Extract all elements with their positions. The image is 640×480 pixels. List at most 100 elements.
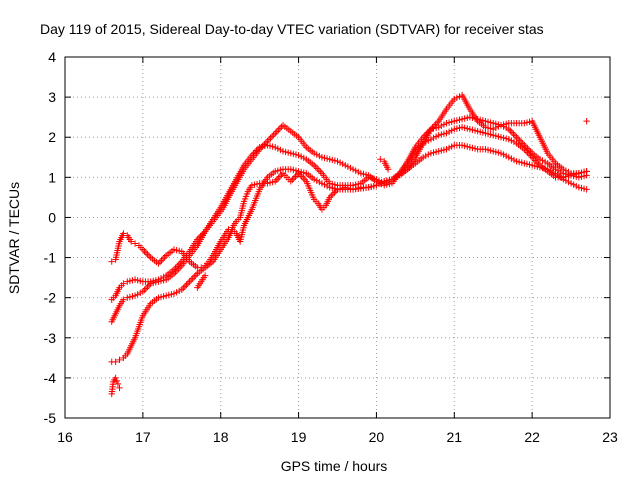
data-point bbox=[525, 150, 533, 158]
x-tick-label: 21 bbox=[446, 429, 462, 445]
data-point bbox=[276, 173, 284, 180]
data-point bbox=[521, 146, 528, 153]
y-tick-label: -5 bbox=[44, 410, 57, 426]
data-point bbox=[276, 125, 284, 132]
data-point bbox=[120, 230, 127, 237]
data-point bbox=[292, 173, 299, 180]
data-point bbox=[161, 253, 168, 261]
data-point bbox=[177, 263, 184, 271]
data-point bbox=[416, 143, 424, 150]
data-point bbox=[432, 121, 439, 128]
data-point bbox=[421, 132, 428, 139]
data-point bbox=[583, 186, 590, 193]
data-point bbox=[331, 189, 338, 196]
x-axis-label: GPS time / hours bbox=[281, 458, 388, 474]
data-point bbox=[513, 134, 520, 141]
data-point bbox=[250, 150, 257, 157]
data-point bbox=[144, 283, 151, 291]
data-point bbox=[508, 129, 516, 136]
data-point bbox=[312, 163, 319, 171]
series-track-f bbox=[194, 272, 209, 291]
data-point bbox=[270, 131, 277, 139]
data-point bbox=[178, 286, 185, 293]
data-point bbox=[201, 272, 209, 279]
data-point bbox=[144, 251, 151, 258]
data-point bbox=[275, 126, 282, 134]
x-tick-label: 19 bbox=[291, 429, 307, 445]
data-point bbox=[275, 174, 282, 182]
data-point bbox=[173, 267, 181, 274]
data-point bbox=[159, 255, 167, 262]
data-point bbox=[112, 374, 119, 382]
data-point bbox=[528, 154, 536, 161]
data-point bbox=[108, 258, 115, 265]
data-point bbox=[156, 258, 164, 266]
data-point bbox=[535, 160, 542, 167]
data-point bbox=[418, 141, 425, 149]
data-point bbox=[532, 157, 539, 164]
data-point bbox=[267, 134, 274, 142]
data-point bbox=[112, 358, 119, 366]
data-point bbox=[301, 176, 308, 183]
data-point bbox=[530, 155, 537, 163]
y-tick-label: 0 bbox=[48, 209, 56, 225]
series-track-e bbox=[108, 374, 123, 398]
data-point bbox=[131, 240, 139, 247]
y-tick-label: 2 bbox=[48, 129, 56, 145]
data-point bbox=[583, 117, 590, 125]
x-tick-label: 22 bbox=[524, 429, 540, 445]
data-point bbox=[120, 296, 127, 303]
x-tick-label: 20 bbox=[369, 429, 385, 445]
x-tick-label: 18 bbox=[213, 429, 229, 445]
y-axis-label: SDTVAR / TECUs bbox=[6, 182, 22, 294]
data-point bbox=[248, 152, 256, 159]
data-point bbox=[298, 173, 305, 180]
data-point bbox=[116, 356, 123, 364]
y-tick-label: 1 bbox=[48, 169, 56, 185]
data-point bbox=[120, 280, 127, 287]
data-point bbox=[155, 260, 162, 267]
data-point bbox=[433, 119, 441, 126]
data-point bbox=[254, 145, 262, 153]
data-point bbox=[180, 284, 187, 292]
data-point bbox=[522, 147, 530, 155]
series-track-a bbox=[108, 91, 590, 271]
data-point bbox=[516, 137, 523, 144]
data-point bbox=[187, 276, 195, 284]
series-track-g bbox=[377, 156, 392, 173]
data-point bbox=[268, 133, 276, 140]
data-point bbox=[189, 275, 196, 282]
series-track-d bbox=[108, 142, 590, 366]
data-point bbox=[510, 130, 517, 138]
data-point bbox=[127, 238, 135, 245]
data-point bbox=[415, 144, 422, 152]
data-point bbox=[141, 247, 148, 255]
data-point bbox=[158, 257, 165, 264]
series-track-c bbox=[108, 123, 590, 325]
y-tick-label: -1 bbox=[44, 250, 57, 266]
data-point bbox=[315, 166, 323, 174]
data-point bbox=[507, 127, 514, 135]
data-point bbox=[511, 132, 519, 139]
data-point bbox=[426, 127, 433, 135]
data-point bbox=[317, 168, 324, 175]
data-point bbox=[184, 280, 192, 287]
data-point bbox=[296, 171, 304, 179]
y-tick-label: 3 bbox=[48, 89, 56, 105]
data-point bbox=[328, 192, 335, 199]
data-point bbox=[272, 130, 279, 137]
data-point bbox=[583, 168, 590, 175]
plot-frame bbox=[64, 56, 611, 419]
y-tick-label: -4 bbox=[44, 370, 57, 386]
data-point bbox=[314, 165, 321, 172]
data-point bbox=[265, 136, 273, 143]
data-point bbox=[384, 166, 392, 173]
data-point bbox=[191, 273, 198, 281]
data-point bbox=[412, 148, 419, 155]
data-point bbox=[175, 265, 182, 272]
series-track-b bbox=[108, 113, 590, 303]
data-point bbox=[139, 246, 147, 253]
data-point bbox=[145, 282, 153, 289]
y-tick-label: -3 bbox=[44, 330, 57, 346]
